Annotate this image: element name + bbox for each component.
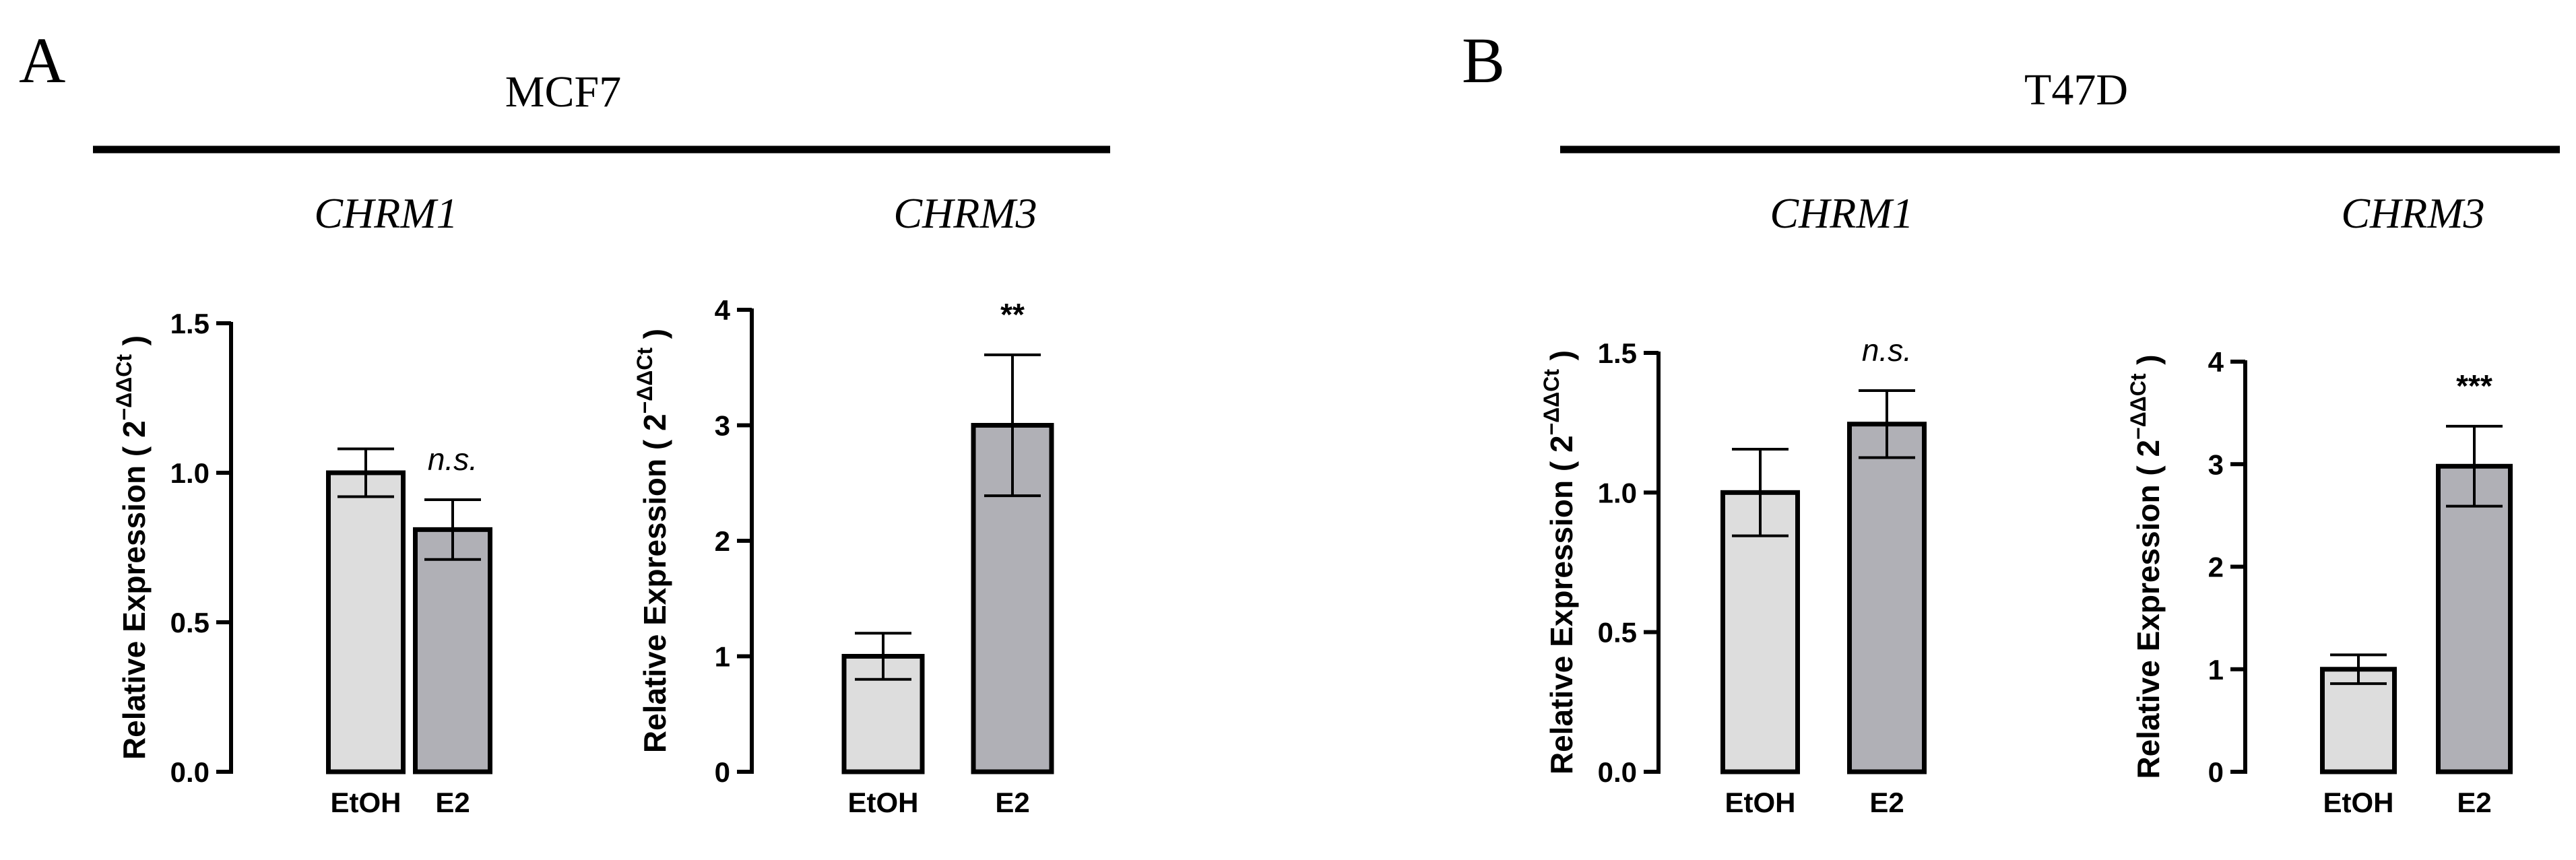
panel-b-cell-line: T47D <box>2024 65 2128 114</box>
chart-mcf7-chrm1: CHRM1 0.0 0.5 1.0 1.5 Relative Expression ( 2… <box>112 189 492 818</box>
y-tick-label: 0.0 <box>1598 756 1637 788</box>
panel-a-letter: A <box>19 24 65 96</box>
y-axis-label-close: ) <box>1544 350 1579 369</box>
chart-t47d-chrm1: CHRM1 0.0 0.5 1.0 1.5 Relative Expression ( 2… <box>1539 189 1927 818</box>
bar-e2 <box>1847 422 1927 774</box>
y-tick-label: 1.0 <box>170 457 210 489</box>
panel-a-header: A MCF7 <box>19 24 1110 154</box>
y-axis-label-close: ) <box>637 329 672 348</box>
y-tick-label: 2 <box>2208 552 2224 583</box>
significance-label: *** <box>2456 368 2492 403</box>
y-tick-label: 0.0 <box>170 756 210 788</box>
bar-etoh <box>1720 490 1800 774</box>
y-axis-label-close: ) <box>117 335 152 354</box>
y-tick-label: 3 <box>2208 449 2224 480</box>
bar-e2 <box>413 527 492 774</box>
y-tick-label: 1.5 <box>170 308 210 339</box>
panel-b-letter: B <box>1462 24 1505 96</box>
x-category-label: EtOH <box>2323 787 2394 818</box>
y-axis-label-base: Relative Expression ( 2 <box>2131 440 2166 779</box>
y-tick-label: 1 <box>2208 654 2224 686</box>
bar-e2 <box>2436 463 2513 774</box>
chart-t47d-chrm3: CHRM3 0 1 2 3 4 Relative Expression ( 2−ΔΔCt )… <box>2126 189 2513 818</box>
y-tick-label: 0.5 <box>1598 617 1637 649</box>
significance-label: ** <box>1000 297 1025 332</box>
y-axis-label: Relative Expression ( 2−ΔΔCt ) <box>112 335 152 760</box>
y-tick-label: 0 <box>2208 756 2224 788</box>
chart-title: CHRM1 <box>1770 189 1913 237</box>
y-axis-label-exponent: −ΔΔCt <box>1539 369 1564 436</box>
y-axis-label-exponent: −ΔΔCt <box>633 348 657 414</box>
chart-title: CHRM3 <box>893 189 1037 237</box>
y-tick-label: 4 <box>715 294 731 326</box>
y-axis-label-exponent: −ΔΔCt <box>2126 373 2150 440</box>
x-category-label: EtOH <box>331 787 401 818</box>
y-tick-label: 0.5 <box>170 607 210 638</box>
y-tick-label: 0 <box>715 756 730 788</box>
x-category-label: E2 <box>1869 787 1904 818</box>
y-tick-label: 1.0 <box>1598 477 1637 508</box>
y-axis-label-base: Relative Expression ( 2 <box>1544 435 1579 774</box>
y-axis-label-base: Relative Expression ( 2 <box>637 414 672 753</box>
panel-a-cell-line: MCF7 <box>505 67 621 117</box>
chart-title: CHRM1 <box>314 189 457 237</box>
bar-etoh <box>326 470 406 774</box>
y-axis-label: Relative Expression ( 2−ΔΔCt ) <box>633 329 672 753</box>
bar-etoh <box>2320 667 2397 774</box>
y-tick-label: 4 <box>2208 346 2224 378</box>
x-category-label: E2 <box>435 787 470 818</box>
y-axis-label-close: ) <box>2131 354 2166 373</box>
y-axis-label-base: Relative Expression ( 2 <box>117 420 152 760</box>
y-axis-label-exponent: −ΔΔCt <box>112 354 136 421</box>
chart-title: CHRM3 <box>2341 189 2484 237</box>
x-category-label: E2 <box>995 787 1029 818</box>
y-tick-label: 1.5 <box>1598 337 1637 369</box>
y-tick-label: 2 <box>715 525 730 557</box>
panel-b-header: B T47D <box>1462 24 2560 154</box>
y-tick-label: 1 <box>715 641 730 673</box>
x-category-label: E2 <box>2457 787 2491 818</box>
y-tick-label: 3 <box>715 410 730 442</box>
significance-label: n.s. <box>428 442 478 477</box>
y-axis-label: Relative Expression ( 2−ΔΔCt ) <box>1539 350 1579 774</box>
x-category-label: EtOH <box>848 787 919 818</box>
chart-mcf7-chrm3: CHRM3 0 1 2 3 4 Relative Expression ( 2−ΔΔCt )… <box>633 189 1054 818</box>
x-category-label: EtOH <box>1725 787 1796 818</box>
y-axis-label: Relative Expression ( 2−ΔΔCt ) <box>2126 354 2166 779</box>
significance-label: n.s. <box>1862 333 1912 368</box>
